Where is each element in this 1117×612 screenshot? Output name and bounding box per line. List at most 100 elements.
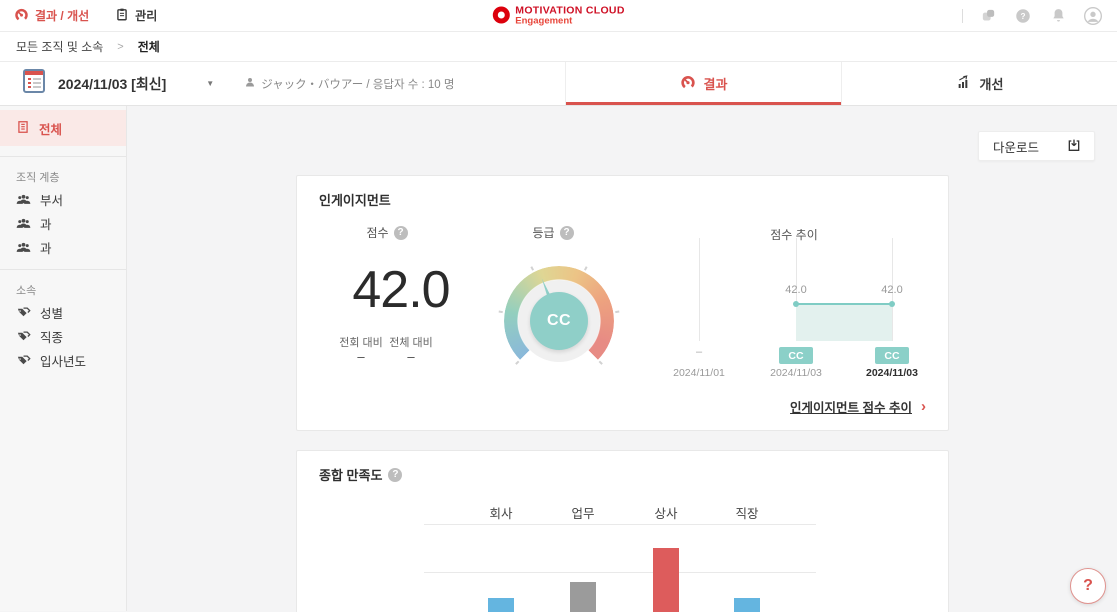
tags-icon: [16, 354, 31, 367]
grade-label: 등급 ?: [503, 224, 603, 241]
grade-value-badge: CC: [530, 292, 588, 350]
download-button[interactable]: 다운로드: [978, 131, 1095, 161]
trend-value: 42.0: [881, 284, 903, 296]
breadcrumb-root[interactable]: 모든 조직 및 소속: [16, 40, 104, 54]
divider: [0, 269, 126, 270]
bar: [653, 548, 679, 612]
grade-help-icon[interactable]: ?: [559, 225, 574, 240]
bar-category-label: 상사: [654, 507, 678, 521]
trend-title: 점수 추이: [770, 228, 818, 242]
nav-result-improve-label: 결과 / 개선: [35, 9, 90, 23]
tab-result-label: 결과: [703, 77, 728, 92]
satisfaction-card: 종합 만족도 ? 회사 업무 상사 직장: [296, 450, 949, 612]
bar-column: 직장: [734, 451, 760, 612]
logo-line1: MOTIVATION CLOUD: [515, 4, 625, 17]
trend-line: [796, 303, 892, 305]
engagement-trend-link-label: 인게이지먼트 점수 추이: [790, 401, 912, 415]
chart-gridline: [424, 524, 816, 525]
gauge-tick: [598, 360, 603, 365]
group-icon: [16, 241, 31, 254]
engagement-card: 인게이지먼트 점수 ? 42.0 전회 대비 전체 대비 – – 등급 ?: [296, 175, 949, 431]
group-icon: [16, 217, 31, 230]
survey-selector: 2024/11/03 [최신] ▼ ジャック・バウアー / 응답자 수 : 10…: [0, 62, 565, 105]
svg-text:?: ?: [1020, 12, 1025, 21]
gauge-icon: [680, 74, 696, 93]
group-icon: [16, 193, 31, 206]
bar: [734, 598, 760, 612]
top-nav: 결과 / 개선 관리: [14, 7, 157, 25]
help-fab-button[interactable]: ?: [1070, 568, 1106, 604]
result-improve-tabs: 결과 개선: [565, 62, 1117, 105]
satisfaction-card-title: 종합 만족도 ?: [319, 465, 403, 484]
satisfaction-help-icon[interactable]: ?: [388, 467, 403, 482]
sidebar-item-label: 성별: [40, 306, 64, 321]
gauge-icon: [14, 7, 29, 25]
chevron-down-icon[interactable]: ▼: [206, 79, 215, 88]
tab-result[interactable]: 결과: [566, 62, 841, 105]
tab-improve[interactable]: 개선: [841, 62, 1117, 105]
trend-point: [889, 301, 895, 307]
trend-area-fill: [796, 304, 892, 341]
org-section-title: 조직 계층: [16, 172, 60, 184]
sidebar-item-hire-year[interactable]: 입사년도: [0, 348, 126, 372]
sidebar-item-label: 부서: [40, 193, 64, 208]
main-content: 다운로드 인게이지먼트 점수 ? 42.0 전회 대비 전체 대비 – –: [127, 106, 1117, 612]
sidebar-item-jobtype[interactable]: 직종: [0, 324, 126, 348]
grade-gauge: CC: [498, 266, 620, 376]
survey-list-icon: [22, 68, 46, 99]
overall-compare-value: –: [407, 349, 415, 364]
trend-grade-badge: CC: [875, 347, 909, 364]
chevron-right-icon: ›: [921, 398, 926, 415]
chevron-right-icon: >: [117, 40, 124, 53]
help-icon[interactable]: ?: [1013, 6, 1033, 26]
bar-column: 회사: [488, 451, 514, 612]
avatar-icon[interactable]: [1083, 6, 1103, 26]
gauge-tick: [530, 266, 535, 271]
sidebar-item-all[interactable]: 전체: [0, 110, 126, 146]
score-help-icon[interactable]: ?: [393, 225, 408, 240]
improve-chart-icon: [956, 74, 972, 93]
engagement-trend-link[interactable]: 인게이지먼트 점수 추이 ›: [790, 397, 926, 416]
sidebar-item-gender[interactable]: 성별: [0, 300, 126, 324]
sidebar-item-all-label: 전체: [39, 122, 63, 137]
sidebar-item-department[interactable]: 부서: [0, 187, 126, 211]
trend-value: 42.0: [785, 284, 807, 296]
download-button-label: 다운로드: [993, 140, 1040, 155]
logo-ring-icon: [492, 6, 510, 24]
nav-admin[interactable]: 관리: [115, 7, 157, 25]
grade-label-text: 등급: [532, 226, 555, 240]
bar-category-label: 회사: [489, 507, 513, 521]
sidebar-item-section2[interactable]: 과: [0, 235, 126, 259]
sidebar-item-label: 과: [40, 217, 52, 232]
trend-date-current: 2024/11/03: [866, 367, 918, 379]
respondent-info-text: ジャック・バウアー / 응답자 수 : 10 명: [261, 78, 455, 91]
sidebar: 전체 조직 계층 부서 과: [0, 106, 127, 611]
sidebar-item-label: 과: [40, 241, 52, 256]
motivation-cloud-logo: MOTIVATION CLOUD Engagement: [492, 4, 625, 26]
sidebar-item-section1[interactable]: 과: [0, 211, 126, 235]
score-value: 42.0: [352, 261, 450, 319]
trend-no-value: –: [695, 346, 703, 358]
respondent-info: ジャック・バウアー / 응답자 수 : 10 명: [244, 76, 454, 92]
download-icon: [1066, 137, 1082, 156]
gauge-tick: [583, 266, 588, 271]
bar-category-label: 업무: [571, 507, 595, 521]
toolbar: 2024/11/03 [최신] ▼ ジャック・バウアー / 응답자 수 : 10…: [0, 62, 1117, 106]
prev-compare-label: 전회 대비: [339, 337, 383, 349]
nav-result-improve[interactable]: 결과 / 개선: [14, 7, 89, 25]
trend-gridline: [892, 238, 893, 341]
survey-date-dropdown[interactable]: 2024/11/03 [최신]: [58, 75, 167, 92]
breadcrumb-current: 전체: [137, 40, 160, 54]
apps-icon[interactable]: [978, 6, 998, 26]
bell-icon[interactable]: [1048, 6, 1068, 26]
divider: [962, 8, 963, 23]
sidebar-item-label: 직종: [40, 330, 64, 345]
gauge-tick: [498, 310, 503, 314]
trend-point: [793, 301, 799, 307]
score-label: 점수 ?: [337, 224, 437, 241]
engagement-title-text: 인게이지먼트: [319, 193, 391, 208]
tags-icon: [16, 306, 31, 319]
gauge-tick: [515, 360, 520, 365]
nav-admin-label: 관리: [135, 9, 158, 23]
breadcrumb: 모든 조직 및 소속 > 전체: [0, 32, 1117, 62]
